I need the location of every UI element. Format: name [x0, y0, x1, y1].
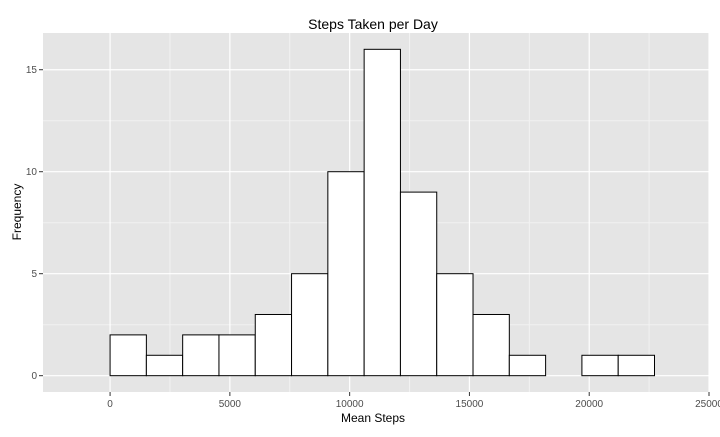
histogram-bars	[109, 48, 655, 377]
x-tick-label: 0	[107, 399, 113, 410]
x-tick-label: 5000	[219, 399, 242, 410]
y-tick-label: 15	[26, 65, 38, 76]
histogram-bar	[145, 354, 184, 377]
histogram-bar	[508, 354, 547, 377]
y-tick-label: 0	[31, 371, 37, 382]
histogram-bar	[472, 313, 510, 377]
histogram-bar	[399, 191, 438, 377]
x-tick-label: 10000	[336, 399, 364, 410]
histogram-bar	[327, 171, 365, 377]
y-tick-label: 5	[31, 269, 37, 280]
x-tick-label: 20000	[575, 399, 603, 410]
histogram-bar	[363, 48, 401, 377]
y-axis-ticks: 0 5 10 15	[26, 65, 43, 382]
histogram-bar	[182, 334, 220, 377]
chart-title: Steps Taken per Day	[308, 16, 438, 32]
x-tick-label: 15000	[456, 399, 484, 410]
histogram-bar	[218, 334, 256, 377]
histogram-bar	[581, 354, 619, 377]
x-axis-title: Mean Steps	[341, 411, 405, 425]
histogram-bar	[291, 273, 329, 377]
histogram-bar	[254, 313, 293, 377]
histogram-bar	[436, 273, 474, 377]
histogram-bar	[109, 334, 147, 377]
y-axis-title: Frequency	[10, 184, 24, 241]
y-tick-label: 10	[26, 167, 38, 178]
histogram-bar	[617, 354, 655, 377]
